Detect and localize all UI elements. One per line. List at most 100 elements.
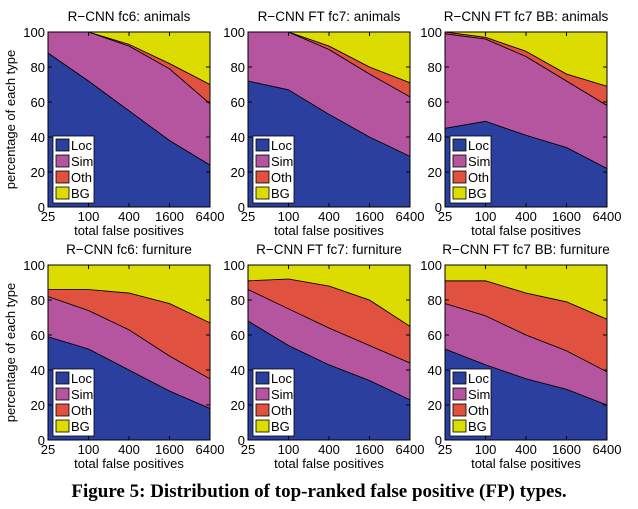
y-tick-label: 0 — [238, 200, 245, 215]
y-tick-label: 60 — [31, 328, 45, 343]
x-tick-label: 100 — [78, 209, 100, 224]
legend-swatch-bg — [55, 186, 70, 200]
y-tick-label: 100 — [223, 258, 245, 273]
legend-swatch-sim — [55, 387, 70, 401]
y-tick-label: 60 — [428, 95, 442, 110]
y-tick-label: 80 — [231, 293, 245, 308]
y-tick-label: 20 — [428, 165, 442, 180]
chart-panel-5: 0 20 40 60 80 100 25 100 400 1600 6400 R−CNN FT fc7… — [223, 242, 424, 471]
y-axis-label: percentage of each type — [3, 50, 18, 190]
x-axis-label: total false positives — [274, 456, 384, 471]
x-axis-label: total false positives — [471, 456, 581, 471]
y-tick-label: 20 — [31, 165, 45, 180]
y-tick-label: 60 — [231, 328, 245, 343]
legend-label-loc: Loc — [71, 138, 92, 153]
legend-swatch-sim — [255, 154, 270, 168]
x-tick-label: 400 — [318, 442, 340, 457]
y-tick-label: 40 — [31, 130, 45, 145]
x-tick-label: 400 — [118, 442, 140, 457]
legend-swatch-loc — [255, 371, 270, 385]
y-tick-label: 0 — [38, 200, 45, 215]
x-tick-label: 25 — [241, 442, 255, 457]
y-tick-label: 0 — [435, 200, 442, 215]
y-tick-label: 40 — [231, 363, 245, 378]
chart-title: R−CNN FT fc7: furniture — [256, 242, 402, 257]
y-axis-label: percentage of each type — [3, 283, 18, 423]
chart-panel-4: 0 20 40 60 80 100 25 100 400 1600 6400 R−CNN fc6: f… — [3, 242, 224, 471]
x-tick-label: 6400 — [396, 209, 425, 224]
legend-label-oth: Oth — [468, 403, 489, 418]
legend-label-sim: Sim — [271, 387, 293, 402]
legend-label-oth: Oth — [71, 403, 92, 418]
legend-label-sim: Sim — [468, 387, 490, 402]
x-tick-label: 25 — [438, 442, 452, 457]
legend-swatch-bg — [452, 419, 467, 433]
x-tick-label: 1600 — [552, 209, 581, 224]
x-tick-label: 25 — [41, 209, 55, 224]
y-tick-label: 80 — [31, 293, 45, 308]
y-tick-label: 40 — [428, 363, 442, 378]
legend-swatch-loc — [452, 138, 467, 152]
x-tick-label: 6400 — [196, 209, 225, 224]
legend-label-sim: Sim — [71, 154, 93, 169]
legend-label-bg: BG — [271, 419, 290, 434]
x-tick-label: 100 — [475, 442, 497, 457]
legend-label-loc: Loc — [468, 138, 489, 153]
legend-label-bg: BG — [71, 419, 90, 434]
y-tick-label: 100 — [420, 258, 442, 273]
legend-swatch-oth — [55, 403, 70, 417]
legend-swatch-loc — [452, 371, 467, 385]
x-tick-label: 100 — [78, 442, 100, 457]
legend-label-oth: Oth — [468, 170, 489, 185]
x-tick-label: 1600 — [355, 442, 384, 457]
x-axis-label: total false positives — [74, 456, 184, 471]
legend-label-sim: Sim — [468, 154, 490, 169]
legend-swatch-loc — [255, 138, 270, 152]
chart-title: R−CNN fc6: furniture — [66, 242, 192, 257]
legend-swatch-oth — [255, 403, 270, 417]
x-tick-label: 6400 — [593, 209, 622, 224]
chart-title: R−CNN FT fc7 BB: furniture — [442, 242, 609, 257]
y-tick-label: 20 — [231, 165, 245, 180]
y-tick-label: 20 — [231, 398, 245, 413]
legend-label-oth: Oth — [71, 170, 92, 185]
y-tick-label: 40 — [428, 130, 442, 145]
y-tick-label: 40 — [231, 130, 245, 145]
y-tick-label: 0 — [238, 433, 245, 448]
x-tick-label: 400 — [318, 209, 340, 224]
legend-label-sim: Sim — [71, 387, 93, 402]
legend-swatch-bg — [255, 186, 270, 200]
chart-panel-1: 0 20 40 60 80 100 25 100 400 1600 6400 R−CNN fc6: a… — [3, 9, 224, 238]
legend-swatch-bg — [255, 419, 270, 433]
chart-title: R−CNN FT fc7 BB: animals — [444, 9, 609, 24]
x-tick-label: 1600 — [155, 209, 184, 224]
x-tick-label: 1600 — [355, 209, 384, 224]
x-axis-label: total false positives — [274, 223, 384, 238]
y-tick-label: 60 — [428, 328, 442, 343]
legend-swatch-loc — [55, 371, 70, 385]
figure-caption: Figure 5: Distribution of top-ranked fal… — [71, 481, 567, 502]
chart-panel-6: 0 20 40 60 80 100 25 100 400 1600 6400 R−CNN FT fc7… — [420, 242, 621, 471]
x-tick-label: 100 — [278, 209, 300, 224]
legend-swatch-sim — [55, 154, 70, 168]
y-tick-label: 60 — [231, 95, 245, 110]
y-tick-label: 100 — [223, 25, 245, 40]
x-tick-label: 6400 — [593, 442, 622, 457]
legend-swatch-oth — [255, 170, 270, 184]
x-tick-label: 6400 — [396, 442, 425, 457]
y-tick-label: 40 — [31, 363, 45, 378]
x-tick-label: 25 — [41, 442, 55, 457]
legend-swatch-oth — [452, 170, 467, 184]
x-tick-label: 100 — [475, 209, 497, 224]
y-tick-label: 20 — [428, 398, 442, 413]
x-tick-label: 25 — [438, 209, 452, 224]
legend-label-sim: Sim — [271, 154, 293, 169]
x-axis-label: total false positives — [471, 223, 581, 238]
y-tick-label: 100 — [23, 258, 45, 273]
y-tick-label: 60 — [31, 95, 45, 110]
x-tick-label: 400 — [515, 442, 537, 457]
y-tick-label: 80 — [231, 60, 245, 75]
x-tick-label: 25 — [241, 209, 255, 224]
